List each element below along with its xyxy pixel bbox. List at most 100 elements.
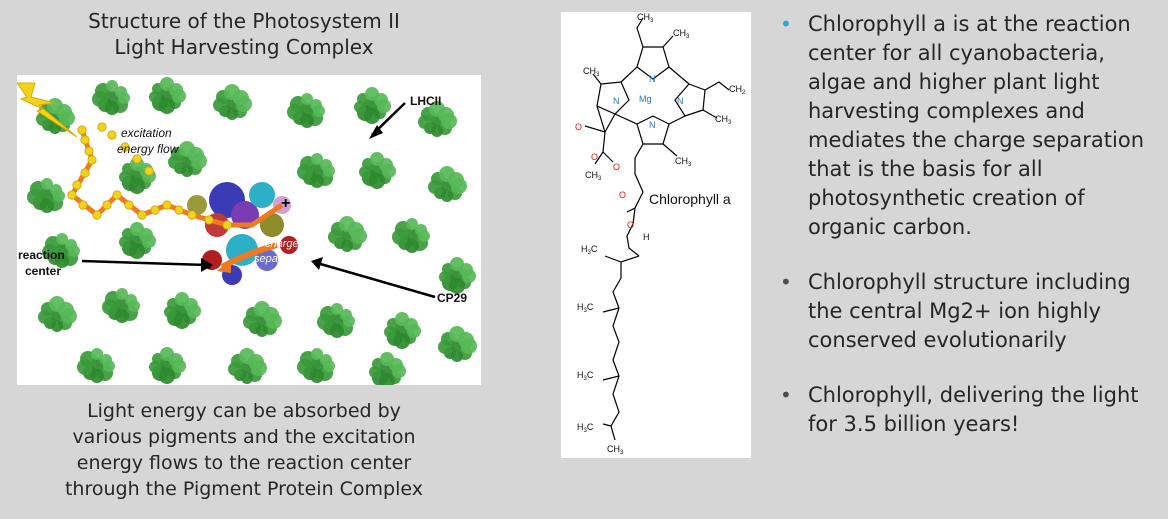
label-plus: + (281, 195, 290, 212)
energy-dot (87, 155, 97, 165)
energy-dot (84, 146, 94, 156)
energy-dot (67, 190, 77, 200)
energy-dot (187, 210, 197, 220)
caption-line-4: through the Pigment Protein Complex (64, 478, 423, 500)
svg-text:H3C: H3C (577, 370, 594, 382)
lhcii-protein-cluster (438, 326, 477, 362)
figure-caption: Light energy can be absorbed by various … (24, 398, 464, 502)
energy-dot (80, 168, 90, 178)
svg-text:O: O (627, 220, 634, 230)
chlorophyll-structure-figure: CH3 CH3 CH3 CH2 CH3 CH3 CH3 H3C H3C H3C … (561, 12, 751, 458)
label-reaction-center-1: reaction (18, 248, 65, 262)
label-charge: charge (265, 238, 299, 250)
svg-text:CH3: CH3 (637, 12, 654, 24)
cp29-arrow (316, 261, 436, 299)
lhc-structure-svg: LHCII excitation energy flow reaction ce… (17, 77, 477, 385)
lhcii-protein-cluster (42, 233, 80, 268)
bullet-3-line: for 3.5 billion years! (808, 412, 1020, 436)
caption-line-3: energy flows to the reaction center (76, 452, 412, 474)
lhcii-protein-cluster (392, 218, 430, 253)
lhcii-protein-cluster (168, 141, 207, 177)
energy-dot (144, 166, 154, 176)
energy-dot (137, 210, 147, 220)
energy-dot (77, 125, 87, 135)
svg-text:N: N (649, 74, 656, 84)
lhcii-protein-cluster (38, 296, 77, 332)
svg-text:CH3: CH3 (607, 444, 624, 456)
energy-dot (124, 200, 134, 210)
lhcii-protein-cluster (243, 301, 282, 337)
lhcii-protein-cluster (77, 348, 115, 383)
bullet-1-line: harvesting complexes and (808, 99, 1085, 123)
bullet-1-line: organic carbon. (808, 215, 972, 239)
energy-dot (222, 220, 232, 230)
energy-dot (80, 135, 90, 145)
lhcii-protein-cluster (213, 84, 252, 120)
chlorophyll-oxygen-labels: O O O O O (575, 122, 634, 230)
svg-text:H3C: H3C (577, 422, 594, 434)
lhcii-protein-cluster (354, 87, 391, 124)
chlorophyll-a-label: Chlorophyll a (649, 191, 731, 207)
bullet-marker: • (780, 383, 792, 407)
lhcii-protein-cluster (369, 352, 406, 385)
energy-dot (78, 200, 88, 210)
energy-dot (72, 180, 82, 190)
lhcii-protein-cluster (149, 347, 186, 384)
energy-dot (132, 154, 142, 164)
energy-dot (174, 205, 184, 215)
svg-text:CH3: CH3 (715, 114, 732, 126)
bullet-1-line: algae and higher plant light (808, 70, 1100, 94)
lightning-bolt-icon (17, 82, 78, 138)
lhcii-protein-cluster (287, 93, 325, 128)
svg-text:CH3: CH3 (673, 28, 690, 40)
magnesium-label: Mg (639, 94, 652, 104)
bullet-list: • Chlorophyll a is at the reaction cente… (770, 10, 1160, 439)
label-lhcii: LHCII (410, 94, 441, 108)
lhcii-protein-cluster (317, 303, 355, 338)
lhcii-protein-cluster (359, 152, 396, 189)
bullet-marker: • (780, 12, 792, 36)
svg-text:CH3: CH3 (585, 170, 602, 182)
caption-line-2: various pigments and the excitation (72, 426, 416, 448)
bullet-marker: • (780, 270, 792, 294)
svg-text:O: O (613, 162, 620, 172)
svg-text:CH3: CH3 (583, 66, 600, 78)
chlorophyll-nitrogen-labels: N N N N Mg (613, 74, 684, 130)
bullet-1-line: mediates the charge separation (808, 128, 1145, 152)
svg-text:N: N (613, 96, 620, 106)
bullet-1-line: photosynthetic creation of (808, 186, 1085, 210)
svg-text:H: H (643, 232, 650, 242)
energy-dot (107, 130, 117, 140)
svg-text:O: O (591, 152, 598, 162)
energy-dot (112, 190, 122, 200)
label-excitation: excitation (121, 126, 172, 140)
lhcii-protein-cluster (228, 348, 267, 384)
energy-dots (67, 122, 232, 230)
lhcii-protein-cluster (102, 288, 140, 323)
energy-dot (150, 205, 160, 215)
bullet-2-line: Chlorophyll structure including (808, 270, 1131, 294)
chlorophyll-bonds (584, 17, 730, 441)
svg-text:H3C: H3C (581, 244, 598, 256)
bullet-item-1: • Chlorophyll a is at the reaction cente… (770, 10, 1160, 242)
energy-dot (162, 200, 172, 210)
lhc-structure-figure: LHCII excitation energy flow reaction ce… (17, 75, 481, 385)
bullet-item-2: • Chlorophyll structure including the ce… (770, 268, 1160, 355)
lhcii-protein-cluster (428, 166, 467, 202)
svg-text:O: O (575, 122, 582, 132)
caption-line-1: Light energy can be absorbed by (87, 400, 401, 422)
lhcii-protein-cluster (92, 80, 130, 115)
bullet-2-line: the central Mg2+ ion highly (808, 299, 1101, 323)
charge-arrow-head (217, 259, 231, 273)
bullet-1-line: center for all cyanobacteria, (808, 41, 1105, 65)
label-energy-flow: energy flow (117, 142, 180, 156)
label-cp29: CP29 (437, 291, 467, 305)
energy-dot (97, 122, 107, 132)
svg-text:N: N (649, 120, 656, 130)
bullet-1-line: that is the basis for all (808, 157, 1043, 181)
reaction-center-arrow (81, 259, 208, 267)
chlorophyll-atom-labels: CH3 CH3 CH3 CH2 CH3 CH3 CH3 H3C H3C H3C … (577, 12, 746, 456)
slide-title: Structure of the Photosystem II Light Ha… (24, 8, 464, 60)
lhcii-protein-cluster (27, 178, 65, 213)
lhcii-protein-cluster (384, 312, 421, 349)
